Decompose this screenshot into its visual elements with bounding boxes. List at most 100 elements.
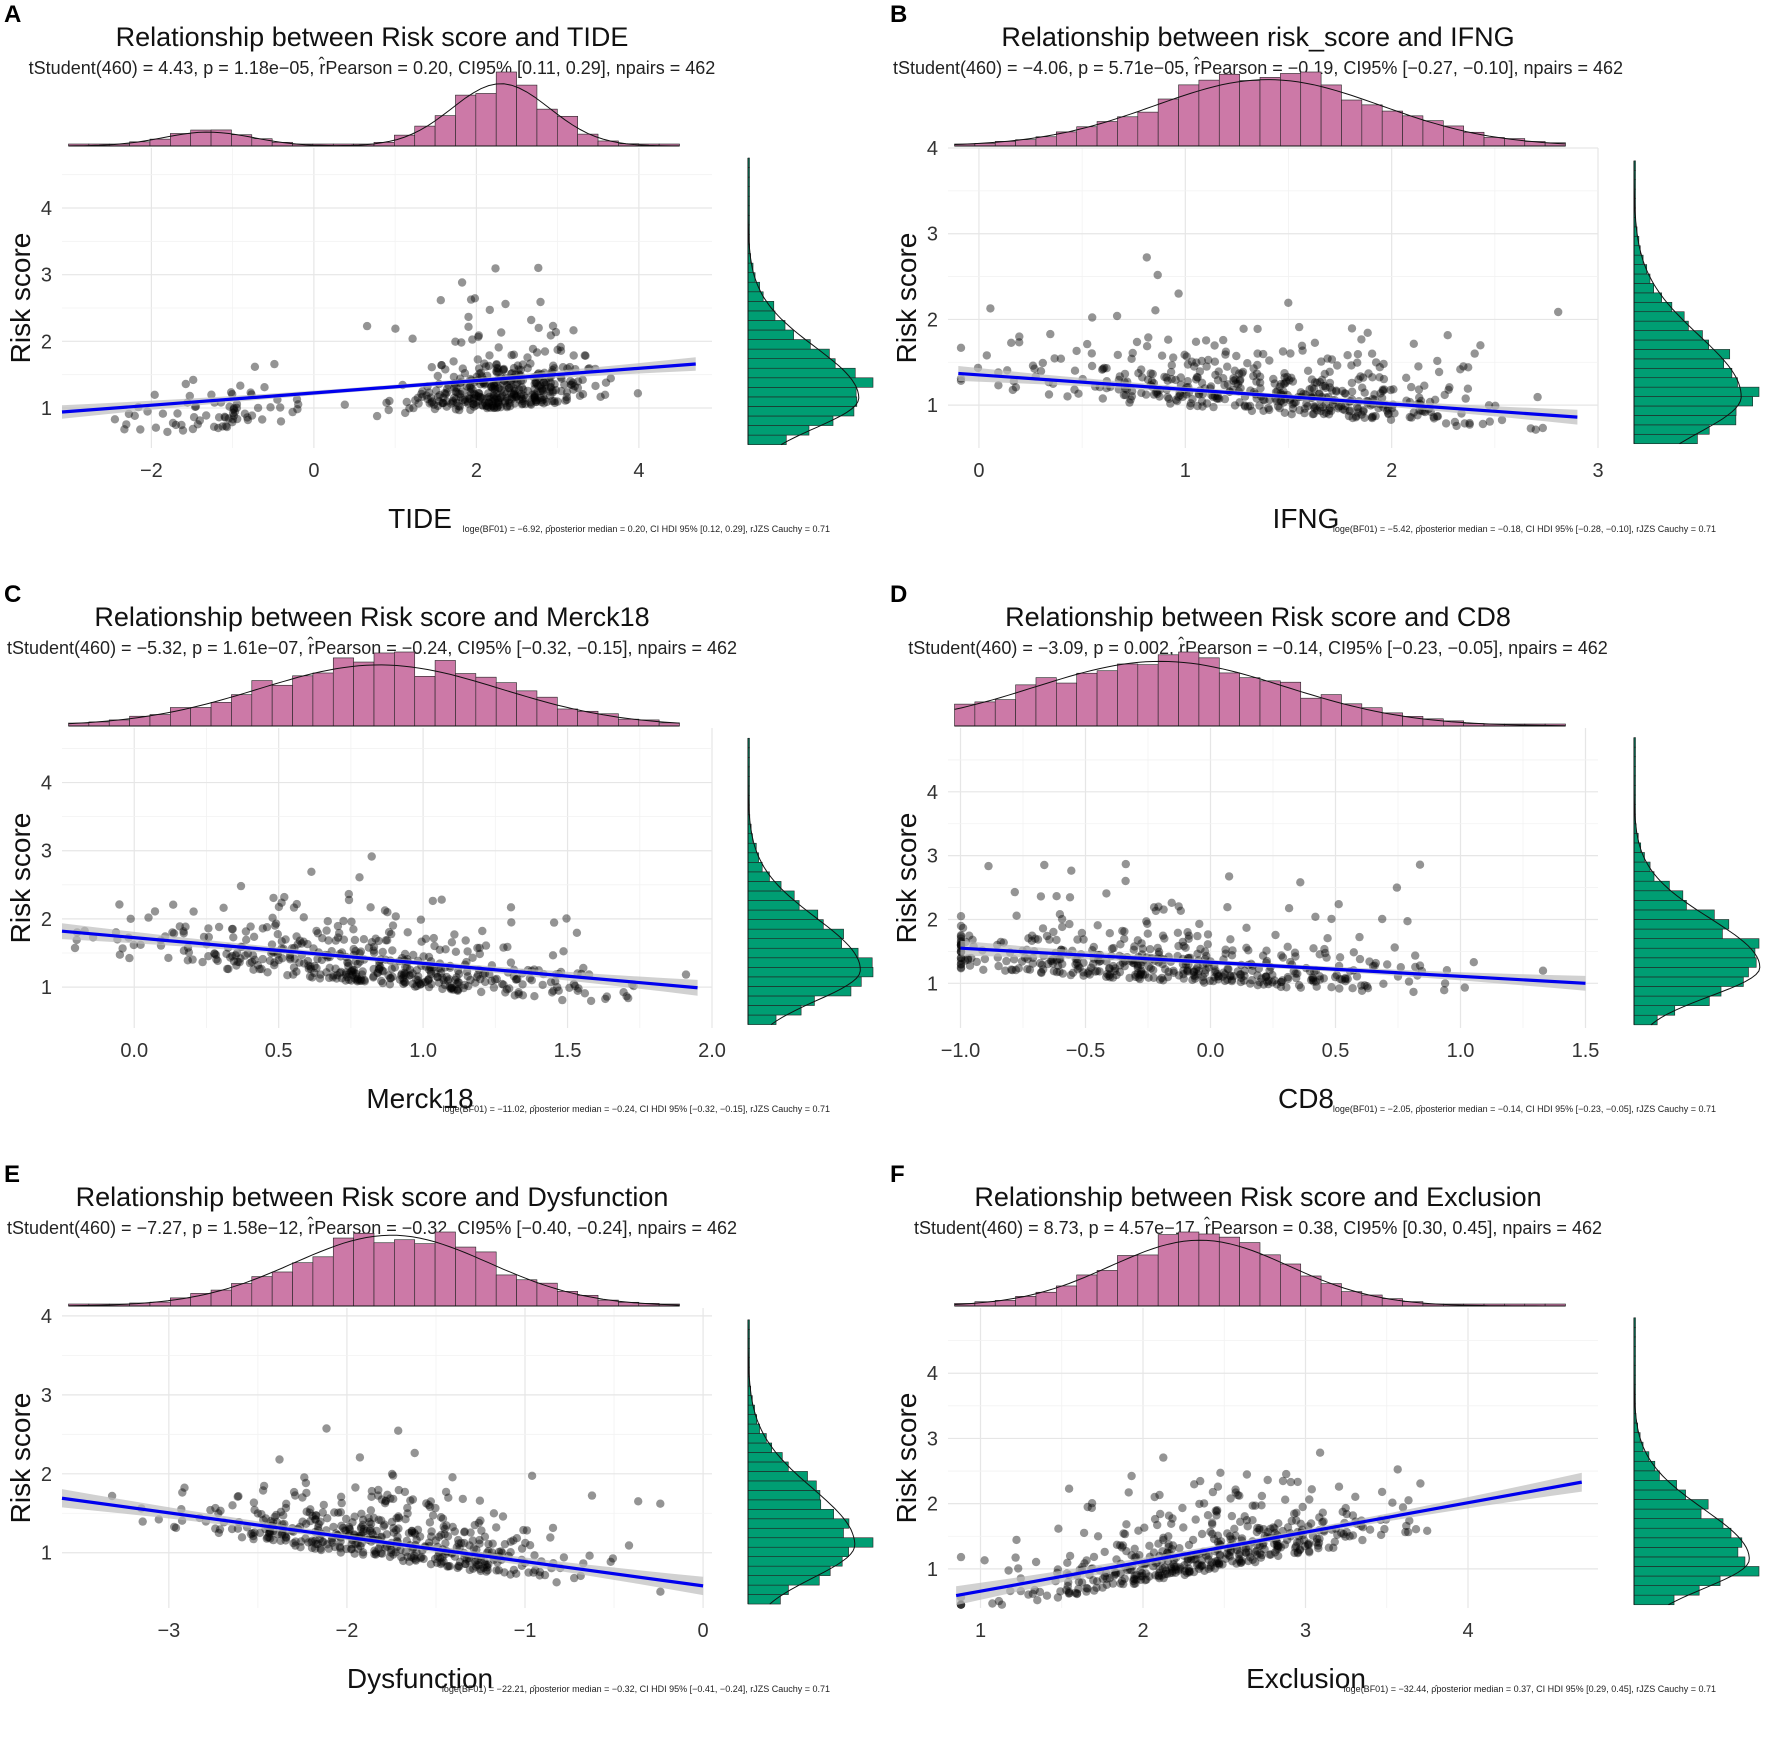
- scatter-point: [1231, 379, 1241, 388]
- scatter-point: [183, 956, 192, 965]
- scatter-point: [437, 361, 446, 370]
- scatter-point: [438, 398, 448, 407]
- scatter-point: [405, 965, 415, 974]
- scatter-point: [339, 935, 349, 944]
- scatter-point: [1164, 1511, 1174, 1520]
- side-histogram-bar: [747, 1509, 834, 1520]
- scatter-point: [1082, 1556, 1091, 1565]
- scatter-point: [1224, 872, 1234, 881]
- scatter-point: [442, 388, 452, 397]
- scatter-point: [381, 936, 391, 945]
- scatter-point: [1371, 411, 1380, 421]
- scatter-point: [1226, 1547, 1235, 1556]
- scatter-point: [469, 402, 479, 411]
- scatter-point: [1036, 892, 1046, 901]
- scatter-point: [548, 321, 558, 331]
- scatter-point: [1121, 859, 1130, 869]
- side-histogram-bar: [1633, 396, 1753, 407]
- scatter-point: [1379, 979, 1388, 988]
- scatter-point: [518, 360, 528, 369]
- scatter-point: [412, 975, 421, 984]
- top-histogram-bar: [251, 1276, 273, 1307]
- scatter-point: [219, 903, 228, 912]
- scatter-point: [300, 1473, 309, 1482]
- side-histogram-bar: [747, 871, 770, 882]
- scatter-point: [1053, 1593, 1063, 1602]
- x-tick-label: 0.5: [265, 1040, 293, 1062]
- scatter-point: [530, 392, 539, 401]
- scatter-point: [1208, 1529, 1217, 1539]
- scatter-point: [374, 1485, 383, 1495]
- scatter-point: [262, 923, 272, 932]
- scatter-point: [322, 926, 331, 935]
- scatter-point: [263, 968, 272, 977]
- scatter-point: [273, 930, 282, 939]
- scatter-point: [419, 1554, 428, 1564]
- scatter-point: [1414, 385, 1424, 394]
- scatter-point: [1048, 959, 1057, 968]
- scatter-point: [527, 976, 536, 985]
- scatter-point: [324, 1544, 334, 1553]
- scatter-point: [376, 1548, 386, 1558]
- scatter-point: [451, 947, 461, 956]
- scatter-point: [1100, 1547, 1109, 1557]
- y-tick-label: 4: [41, 198, 52, 220]
- scatter-point: [1044, 390, 1054, 399]
- scatter-point: [400, 1487, 410, 1497]
- scatter-point: [232, 948, 242, 958]
- side-histogram-bar: [747, 947, 859, 959]
- scatter-point: [1122, 1547, 1131, 1556]
- y-tick-label: 2: [927, 1494, 938, 1516]
- scatter-point: [536, 393, 545, 403]
- scatter-point: [1235, 1554, 1244, 1564]
- scatter-point: [980, 1556, 989, 1565]
- scatter-point: [448, 1522, 457, 1532]
- scatter-point: [366, 903, 375, 912]
- scatter-point: [1118, 1541, 1128, 1550]
- scatter-point: [1292, 1516, 1301, 1525]
- chart-subtitle: tStudent(460) = −4.06, p = 5.71e−05, r̂P…: [893, 57, 1623, 78]
- scatter-points: [110, 263, 643, 437]
- scatter-point: [401, 962, 410, 972]
- scatter-point: [1271, 930, 1280, 940]
- scatter-point: [495, 400, 504, 409]
- scatter-point: [1098, 1574, 1108, 1584]
- side-histogram-bar: [747, 1584, 789, 1595]
- scatter-point: [224, 414, 233, 423]
- scatter-point: [1359, 373, 1368, 382]
- scatter-point: [1411, 951, 1420, 960]
- scatter-point: [460, 369, 470, 378]
- scatter-point: [1370, 390, 1379, 399]
- scatter-point: [1211, 370, 1220, 380]
- scatter-point: [1068, 968, 1078, 977]
- scatter-point: [1295, 1545, 1305, 1554]
- scatter-point: [204, 932, 213, 942]
- scatter-point: [1141, 1569, 1150, 1578]
- side-histogram-bar: [747, 1005, 802, 1016]
- scatter-point: [372, 1526, 381, 1536]
- scatter-point: [233, 957, 242, 967]
- scatter-point: [1277, 977, 1286, 987]
- scatter-point: [1012, 1535, 1021, 1545]
- scatter-point: [503, 942, 512, 952]
- scatter-point: [1206, 1561, 1215, 1570]
- scatter-point: [433, 401, 442, 411]
- x-tick-label: 0.0: [1197, 1040, 1225, 1062]
- side-histogram-bar: [1633, 292, 1662, 303]
- scatter-point: [580, 351, 589, 360]
- scatter-point: [329, 1522, 338, 1532]
- scatter-point: [1309, 977, 1318, 986]
- scatter-point: [220, 412, 229, 421]
- scatter-point: [1168, 1541, 1178, 1550]
- scatter-point: [1195, 919, 1204, 929]
- scatter-point: [1131, 972, 1140, 982]
- scatter-point: [956, 912, 966, 921]
- y-axis-label: Risk score: [891, 233, 922, 364]
- side-histogram-bar: [747, 1461, 789, 1472]
- top-histogram-bar: [536, 1282, 558, 1307]
- panel-letter: E: [4, 1161, 20, 1188]
- scatter-point: [248, 1529, 257, 1538]
- x-tick-label: −3: [157, 1620, 180, 1642]
- scatter-point: [1292, 973, 1301, 983]
- scatter-point: [258, 415, 267, 424]
